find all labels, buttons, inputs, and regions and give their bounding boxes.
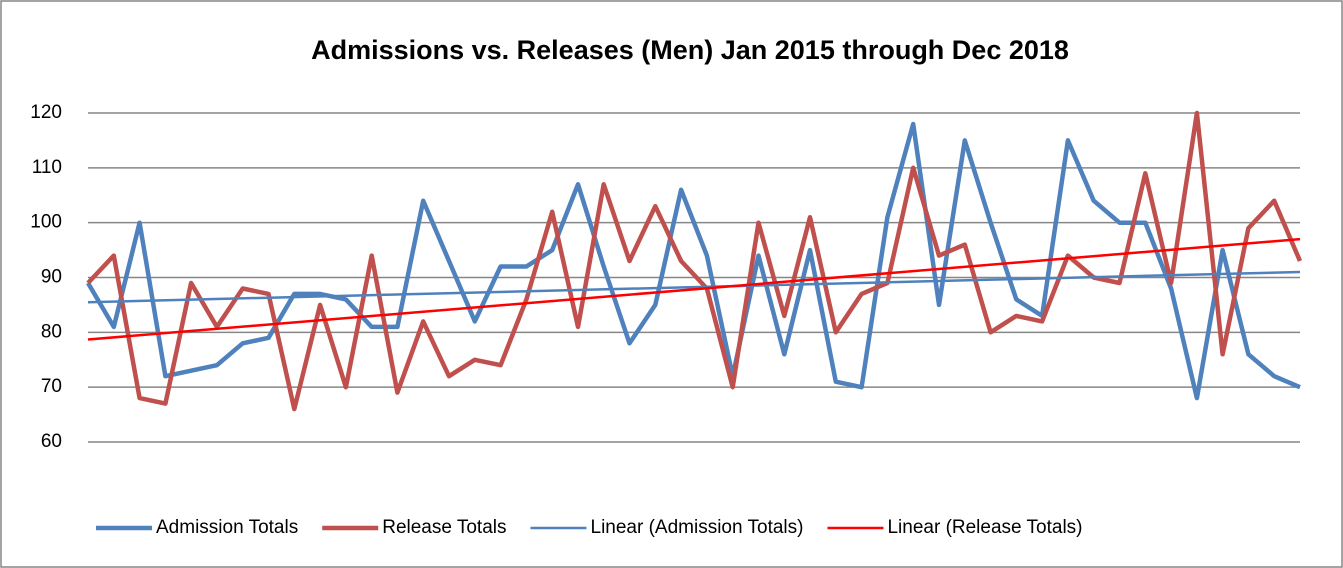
y-tick-label: 70 (41, 376, 62, 397)
data-line (86, 121, 1301, 401)
legend-label: Admission Totals (156, 517, 298, 538)
trend-line (87, 237, 1301, 341)
y-tick-label: 60 (41, 431, 62, 452)
chart-title: Admissions vs. Releases (Men) Jan 2015 t… (311, 35, 1069, 65)
y-tick-label: 100 (30, 212, 62, 233)
y-tick-label: 110 (32, 157, 62, 178)
legend-label: Release Totals (382, 517, 506, 538)
legend-label: Linear (Release Totals) (887, 517, 1082, 538)
data-line (86, 110, 1303, 412)
y-tick-label: 90 (41, 267, 62, 288)
legend-label: Linear (Admission Totals) (591, 517, 804, 538)
trend-line (87, 270, 1301, 304)
y-tick-label: 80 (41, 321, 62, 342)
y-tick-label: 120 (30, 102, 62, 123)
